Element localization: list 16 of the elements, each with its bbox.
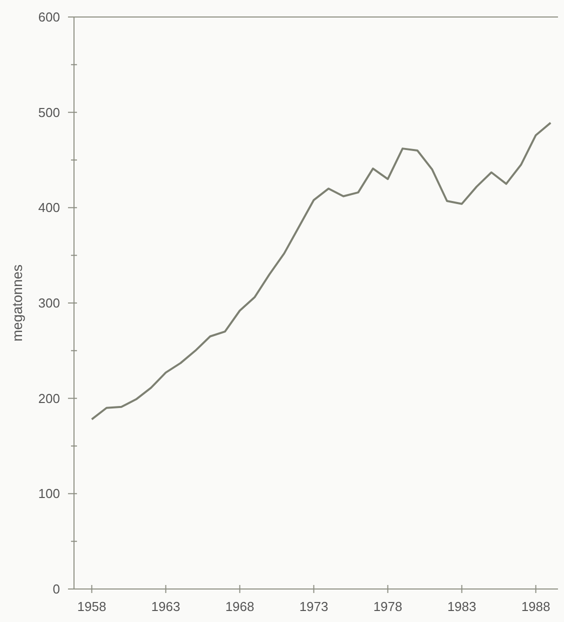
y-axis-title: megatonnes: [9, 264, 25, 342]
y-tick-label: 300: [38, 296, 60, 311]
x-tick-label: 1963: [151, 599, 180, 614]
y-tick-label: 200: [38, 390, 60, 406]
x-tick-label: 1958: [77, 599, 106, 614]
x-tick-label: 1968: [225, 599, 254, 614]
y-tick-label: 500: [38, 104, 60, 120]
x-tick-label: 1988: [521, 599, 550, 614]
line-series: [90, 122, 552, 420]
y-tick-label: 400: [38, 200, 60, 216]
x-tick-label: 1983: [447, 599, 476, 614]
x-tick-label: 1978: [373, 599, 402, 614]
y-tick-label: 0: [52, 582, 60, 597]
x-tick-label: 1973: [299, 599, 328, 614]
y-tick-label: 100: [38, 486, 60, 502]
y-tick-label: 600: [38, 10, 60, 25]
